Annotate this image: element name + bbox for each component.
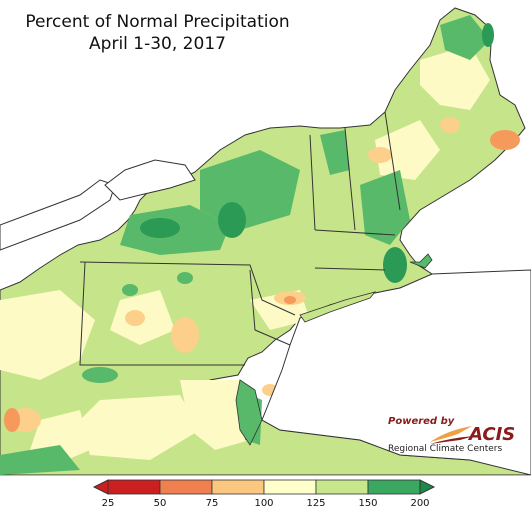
precipitation-map: Percent of Normal Precipitation April 1-… [0,7,531,476]
legend-bin [159,479,213,495]
map-title: Percent of Normal Precipitation [25,12,290,32]
atlantic-ocean [261,269,531,475]
legend-bin [107,479,161,495]
legend-low-arrow [92,479,109,495]
legend-bin [211,479,265,495]
state-borders [79,111,401,366]
orange-regions [4,130,520,432]
legend-tick-label: 25 [101,498,115,509]
legend-colorbar [92,479,436,495]
map-canvas [0,7,531,475]
cape-cod [409,253,433,269]
legend-tick-label: 200 [410,498,430,509]
acis-credit-logo: Powered by ACIS Regional Climate Centers [384,414,524,458]
legend-tick-label: 100 [254,498,274,509]
legend-bin [367,479,421,495]
long-island [299,291,377,323]
acis-name: ACIS [469,424,516,445]
great-lakes [0,159,196,251]
legend-tick-label: 50 [153,498,167,509]
legend-tick-label: 150 [358,498,378,509]
acis-swoosh-icon [430,426,474,444]
delmarva [235,379,263,446]
legend-bin [263,479,317,495]
regional-climate-centers-text: Regional Climate Centers [388,444,503,454]
legend-high-arrow [419,479,436,495]
powered-by-text: Powered by [388,416,455,427]
legend-tick-label: 125 [306,498,326,509]
map-subtitle: April 1-30, 2017 [89,34,226,54]
legend-bin [315,479,369,495]
legend-tick-label: 75 [205,498,219,509]
